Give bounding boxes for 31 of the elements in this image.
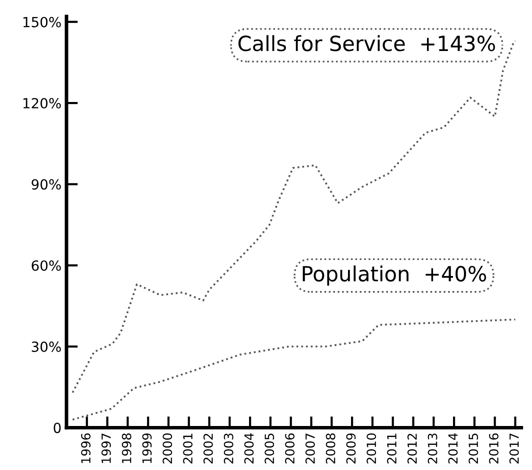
x-tick-label: 2013 <box>428 434 438 464</box>
x-tick-label: 2004 <box>244 433 254 464</box>
series-label: Calls for Service +143% <box>238 35 495 52</box>
y-tick-label: 0 <box>54 422 61 434</box>
line-series <box>72 318 516 420</box>
y-tick-label: 30% <box>32 342 61 352</box>
x-tick-label: 2008 <box>326 433 336 464</box>
x-tick-label: 2011 <box>387 434 396 464</box>
y-tick-label: 120% <box>23 98 61 109</box>
x-tick-label: 2003 <box>224 434 234 464</box>
x-tick-label: 2016 <box>489 433 498 464</box>
x-tick-label: 1997 <box>101 434 111 463</box>
series-label: Population +40% <box>302 265 486 286</box>
x-tick-label: 1999 <box>142 433 152 463</box>
x-tick-label: 2007 <box>305 434 315 464</box>
x-tick-label: 2010 <box>366 433 376 464</box>
x-tick-label: 2005 <box>264 434 274 464</box>
x-tick-label: 2000 <box>162 433 172 464</box>
x-tick-label: 2015 <box>468 434 478 464</box>
x-tick-label: 2014 <box>448 433 458 464</box>
x-tick-label: 1996 <box>81 433 91 463</box>
y-tick-label: 60% <box>32 260 61 271</box>
x-tick-label: 2001 <box>183 434 193 464</box>
y-tick-label: 150% <box>23 16 61 28</box>
x-tick-label: 1998 <box>122 433 132 463</box>
x-tick-label: 2017 <box>509 434 519 464</box>
x-tick-label: 2009 <box>346 433 356 464</box>
y-tick-label: 90% <box>32 179 61 190</box>
x-tick-label: 2006 <box>285 433 294 464</box>
x-tick-label: 2002 <box>203 434 213 464</box>
x-tick-label: 2012 <box>407 434 417 464</box>
